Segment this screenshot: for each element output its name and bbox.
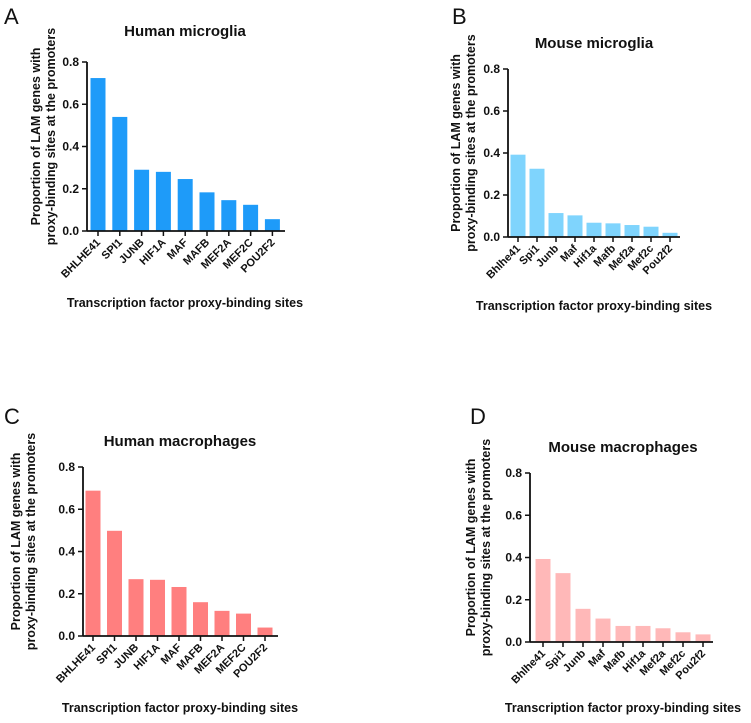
bar-mafb [199,192,215,231]
bar-bhlhe41 [90,78,106,232]
bar-bhlhe41 [510,154,526,237]
y-tick-label: 0.8 [62,55,79,69]
y-tick-label: 0.0 [505,635,522,649]
bar-spi1 [555,573,571,642]
bar-spi1 [529,168,545,237]
bar-maf [177,179,193,231]
chart-title: Human macrophages [104,433,257,450]
panel-letter: A [4,4,19,29]
y-tick-label: 0.0 [62,224,79,238]
bar-mafb [615,625,631,642]
bar-hif1a [155,171,171,231]
bar-hif1a [586,222,602,237]
y-axis-label: Proportion of LAM genes with [449,54,463,232]
y-tick-label: 0.8 [505,466,522,480]
bar-mef2a [221,200,237,231]
bar-junb [548,213,564,237]
bar-junb [575,608,591,642]
y-axis-label: Proportion of LAM genes with [29,48,43,226]
y-tick-label: 0.8 [483,62,500,76]
bar-mef2c [675,632,691,642]
y-axis-label: Proportion of LAM genes with [464,459,478,637]
y-tick-label: 0.0 [483,230,500,244]
y-tick-label: 0.2 [62,182,79,196]
y-axis-label: proxy-binding sites at the promoters [44,28,58,245]
bar-pou2f2 [257,627,273,636]
bar-pou2f2 [662,232,678,237]
y-axis-label: proxy-binding sites at the promoters [464,34,478,251]
y-tick-label: 0.4 [483,146,500,160]
x-tick-label: Bhlhe41 [484,243,523,282]
x-tick-label: Junb [561,647,588,674]
y-tick-label: 0.6 [58,502,75,516]
bar-mef2a [655,628,671,642]
y-tick-label: 0.4 [58,545,75,559]
x-axis-label: Transcription factor proxy-binding sites [62,701,298,715]
bar-mef2a [624,225,640,237]
bar-hif1a [635,625,651,642]
panel-letter: B [452,4,467,29]
panel-letter: C [4,404,20,429]
x-axis-label: Transcription factor proxy-binding sites [505,701,741,715]
bar-junb [128,579,144,636]
y-tick-label: 0.6 [505,508,522,522]
bar-mafb [193,602,208,636]
x-axis-label: Transcription factor proxy-binding sites [476,299,712,313]
y-tick-label: 0.6 [62,97,79,111]
bar-mafb [605,223,621,237]
chart-title: Mouse macrophages [548,439,697,456]
x-tick-label: Bhlhe41 [509,648,548,687]
chart-title: Human microglia [124,23,246,40]
panel-letter: D [470,404,486,429]
bar-maf [595,618,611,642]
y-tick-label: 0.4 [62,140,79,154]
y-tick-label: 0.8 [58,460,75,474]
x-tick-label: BHLHE41 [54,642,98,686]
bar-bhlhe41 [85,490,101,636]
y-tick-label: 0.6 [483,104,500,118]
bar-junb [134,169,150,231]
bar-pou2f2 [695,634,711,642]
x-axis-label: Transcription factor proxy-binding sites [67,296,303,310]
y-tick-label: 0.0 [58,629,75,643]
y-axis-label: proxy-binding sites at the promoters [479,439,493,656]
bar-hif1a [150,579,165,636]
bar-maf [567,215,583,237]
bar-mef2c [243,204,259,231]
bar-bhlhe41 [535,558,551,642]
y-axis-label: Proportion of LAM genes with [9,453,23,631]
bar-spi1 [112,116,128,231]
bar-pou2f2 [264,219,280,231]
bar-mef2a [214,610,230,636]
y-tick-label: 0.4 [505,551,522,565]
chart-title: Mouse microglia [535,35,654,52]
panel-d: D Mouse macrophages 0.0 0.2 0.4 0.6 0.8 Bhlhe41… [464,404,741,715]
panel-c: C Human macrophages 0.0 0.2 0.4 0.6 0.8 BHLHE41… [4,404,298,715]
y-tick-label: 0.2 [58,587,75,601]
bar-mef2c [236,613,251,636]
bar-maf [171,586,187,636]
y-axis-label: proxy-binding sites at the promoters [24,433,38,650]
bar-mef2c [643,226,659,237]
bar-spi1 [107,530,122,636]
y-tick-label: 0.2 [505,593,522,607]
x-tick-label: BHLHE41 [59,237,103,281]
y-tick-label: 0.2 [483,188,500,202]
